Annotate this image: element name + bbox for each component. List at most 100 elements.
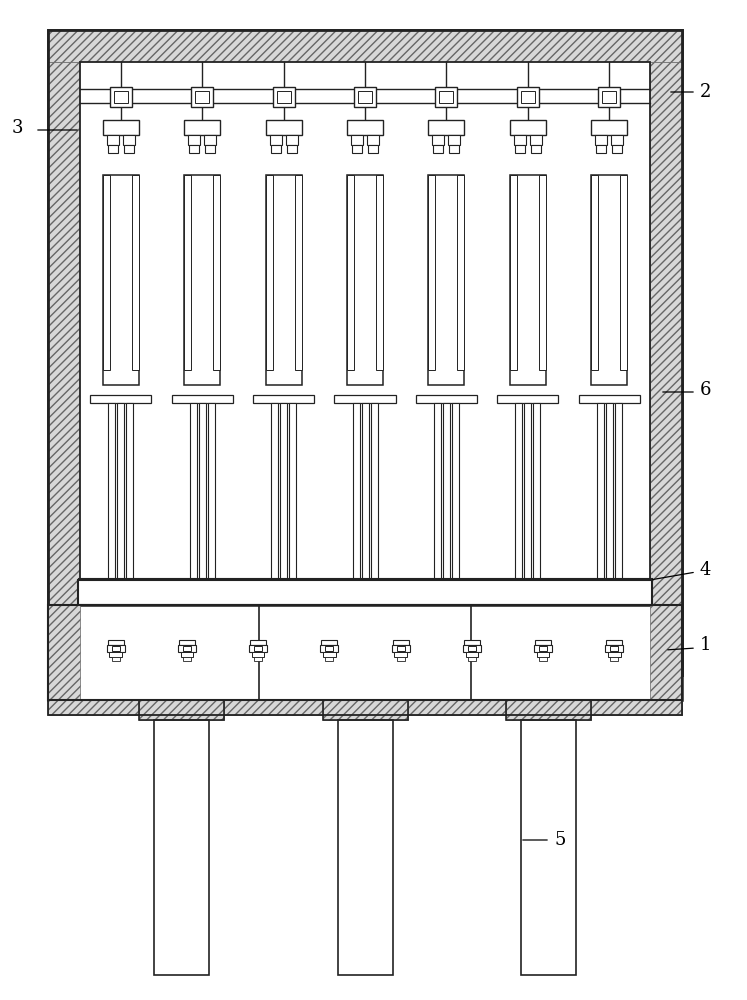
Bar bbox=[610, 657, 619, 661]
Bar bbox=[181, 652, 193, 657]
Bar bbox=[602, 91, 616, 103]
Bar bbox=[457, 175, 465, 370]
Bar bbox=[335, 395, 395, 403]
Bar bbox=[183, 646, 191, 650]
Bar bbox=[190, 403, 196, 580]
Bar bbox=[468, 646, 476, 650]
Bar bbox=[429, 120, 465, 135]
Bar bbox=[611, 135, 623, 145]
Bar bbox=[353, 403, 359, 580]
Bar bbox=[108, 145, 118, 153]
Bar bbox=[103, 175, 139, 385]
Bar bbox=[253, 395, 314, 403]
Bar bbox=[391, 645, 409, 652]
Bar bbox=[48, 62, 80, 643]
Bar bbox=[531, 145, 541, 153]
Text: 3: 3 bbox=[12, 119, 23, 137]
Bar bbox=[613, 145, 622, 153]
Bar bbox=[579, 395, 640, 403]
Bar bbox=[506, 700, 592, 720]
Bar bbox=[123, 135, 134, 145]
Bar bbox=[48, 30, 682, 675]
Bar bbox=[592, 175, 598, 370]
Bar bbox=[439, 91, 453, 103]
Bar bbox=[266, 175, 302, 385]
Bar bbox=[103, 175, 110, 370]
Bar bbox=[443, 403, 450, 580]
Bar bbox=[595, 135, 607, 145]
Bar bbox=[533, 403, 540, 580]
Bar bbox=[285, 135, 297, 145]
Bar bbox=[468, 657, 476, 661]
Bar bbox=[521, 91, 535, 103]
Bar bbox=[108, 640, 124, 645]
Bar bbox=[172, 395, 232, 403]
Bar bbox=[392, 640, 409, 645]
Bar bbox=[416, 395, 477, 403]
Bar bbox=[354, 87, 376, 107]
Bar bbox=[185, 175, 191, 370]
Bar bbox=[607, 640, 622, 645]
Bar bbox=[139, 700, 223, 720]
Bar bbox=[48, 700, 682, 715]
Bar bbox=[597, 403, 604, 580]
Bar bbox=[539, 657, 547, 661]
Bar bbox=[608, 652, 621, 657]
Bar bbox=[195, 91, 209, 103]
Bar bbox=[78, 580, 652, 605]
Bar bbox=[615, 403, 622, 580]
Bar bbox=[347, 175, 383, 385]
Bar bbox=[338, 720, 392, 975]
Bar bbox=[397, 657, 405, 661]
Bar bbox=[530, 135, 542, 145]
Bar bbox=[191, 87, 213, 107]
Bar bbox=[189, 145, 199, 153]
Bar bbox=[199, 403, 205, 580]
Bar bbox=[592, 175, 627, 385]
Bar bbox=[48, 605, 80, 700]
Bar bbox=[351, 135, 363, 145]
Bar bbox=[271, 403, 278, 580]
Bar bbox=[429, 175, 436, 370]
Bar bbox=[107, 135, 119, 145]
Bar bbox=[450, 145, 459, 153]
Bar bbox=[352, 145, 362, 153]
Bar bbox=[534, 645, 552, 652]
Bar bbox=[280, 403, 287, 580]
Bar bbox=[178, 645, 196, 652]
Bar bbox=[110, 87, 131, 107]
Bar bbox=[517, 87, 539, 107]
Bar bbox=[650, 605, 682, 700]
Bar bbox=[452, 403, 459, 580]
Bar bbox=[205, 145, 215, 153]
Bar bbox=[48, 30, 682, 62]
Bar bbox=[347, 175, 354, 370]
Bar bbox=[347, 120, 383, 135]
Bar bbox=[596, 145, 607, 153]
Bar bbox=[371, 403, 377, 580]
Bar bbox=[48, 605, 682, 700]
Bar bbox=[514, 135, 526, 145]
Bar bbox=[108, 403, 115, 580]
Bar bbox=[48, 605, 682, 700]
Bar bbox=[539, 646, 547, 650]
Bar bbox=[103, 120, 139, 135]
Bar bbox=[90, 395, 151, 403]
Bar bbox=[320, 645, 338, 652]
Bar bbox=[179, 640, 195, 645]
Bar bbox=[610, 646, 619, 650]
Bar bbox=[464, 640, 480, 645]
Bar bbox=[606, 403, 613, 580]
Bar bbox=[394, 652, 407, 657]
Bar bbox=[433, 145, 444, 153]
Bar bbox=[213, 175, 220, 370]
Bar bbox=[367, 135, 379, 145]
Bar bbox=[326, 657, 333, 661]
Bar bbox=[510, 120, 546, 135]
Bar bbox=[521, 720, 577, 975]
Bar bbox=[270, 135, 282, 145]
Bar bbox=[436, 87, 457, 107]
Bar bbox=[537, 652, 550, 657]
Bar bbox=[397, 646, 405, 650]
Bar bbox=[323, 652, 335, 657]
